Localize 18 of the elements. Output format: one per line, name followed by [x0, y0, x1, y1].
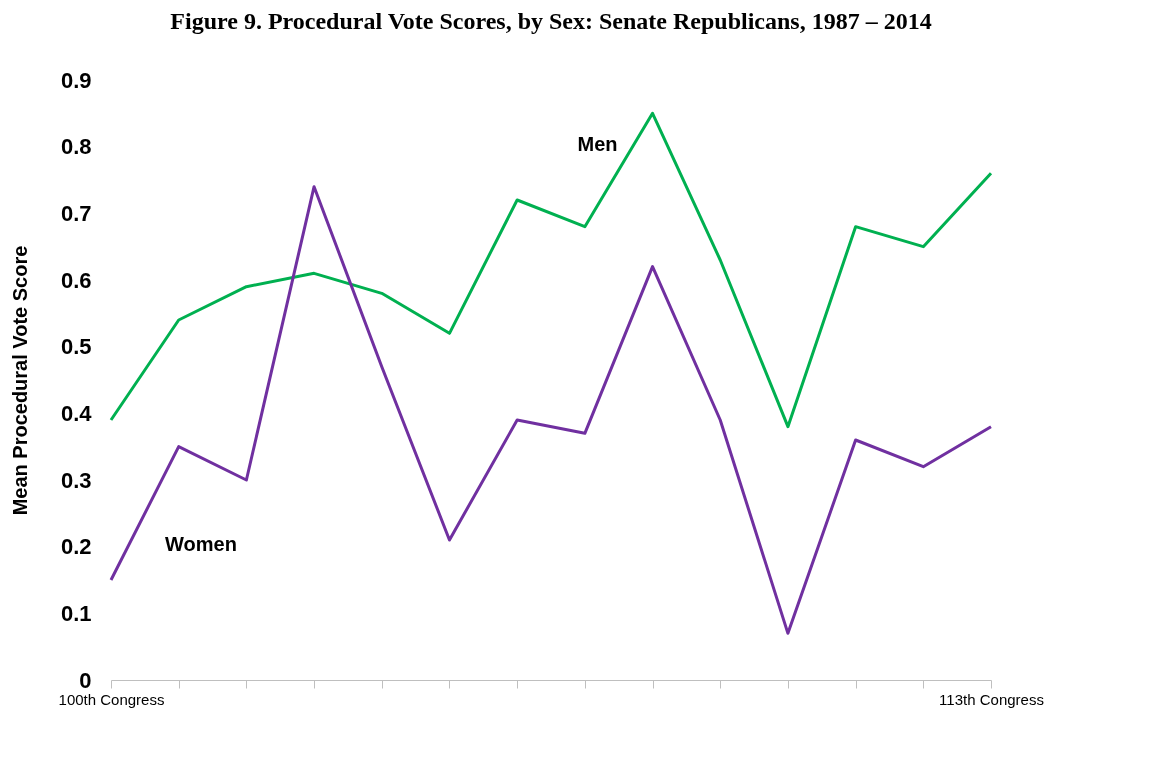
- x-tick-label: 113th Congress: [939, 690, 1044, 708]
- series-label: Men: [577, 133, 618, 156]
- y-tick-label: 0.3: [60, 467, 92, 493]
- line-series: [109, 111, 993, 429]
- y-tick-label: 0.6: [60, 267, 92, 293]
- chart-title: Figure 9. Procedural Vote Scores, by Sex: Senate Republicans, 1987 – 2014: [170, 8, 932, 34]
- y-tick-label: 0.1: [60, 600, 92, 626]
- y-tick-label: 0.5: [60, 334, 92, 360]
- series-label: Women: [165, 533, 237, 555]
- y-tick-label: 0.4: [60, 400, 93, 426]
- line-series: [109, 185, 993, 635]
- y-axis-title: Mean Procedural Vote Score: [8, 245, 31, 516]
- x-tick-label: 100th Congress: [58, 690, 165, 708]
- y-tick-label: 0.8: [60, 134, 92, 160]
- y-tick-label: 0.9: [60, 67, 92, 93]
- y-tick-label: 0.2: [60, 534, 92, 560]
- y-tick-label: 0.7: [60, 200, 92, 226]
- y-tick-label: 0: [79, 667, 92, 693]
